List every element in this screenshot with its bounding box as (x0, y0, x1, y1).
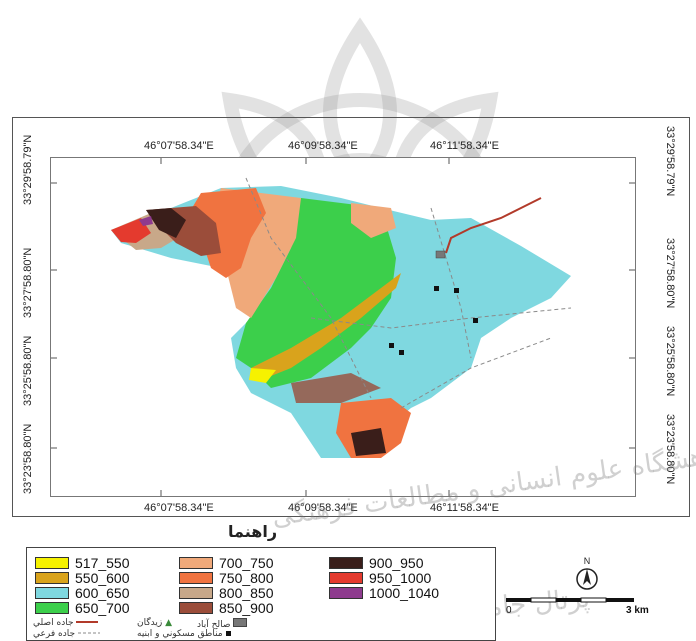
scale-start-label: 0 (506, 605, 512, 616)
legend-label: 950_1000 (369, 569, 432, 586)
legend-swatch (35, 556, 69, 569)
north-label: N (584, 556, 591, 566)
legend-label: 1000_1040 (369, 584, 440, 601)
legend-item: 1000_1040 (329, 584, 440, 601)
legend-label: 850_900 (219, 599, 274, 616)
top-coord-1: 46°07'58.34"E (144, 140, 214, 152)
legend-symbol-residential: مناطق مسكوني و ابنيه (137, 629, 231, 639)
elevation-map (51, 158, 635, 496)
legend-swatch (179, 556, 213, 569)
scale-bar: 0 3 km (506, 597, 649, 616)
legend-swatch (329, 571, 363, 584)
map-frame (12, 117, 690, 517)
legend-symbol-village: صالح آباد (197, 618, 248, 630)
settlement-4 (389, 343, 394, 348)
right-coord-3: 33°25'58.80"N (664, 326, 676, 397)
top-coord-2: 46°09'58.34"E (288, 140, 358, 152)
legend-symbol-main-road: جاده اصلي (33, 618, 99, 628)
legend-label: 800_850 (219, 584, 274, 601)
legend-item: 650_700 (35, 599, 130, 616)
legend-swatch (35, 571, 69, 584)
legend-item: 517_550 (35, 554, 130, 571)
triangle-icon: ▲ (165, 618, 173, 628)
sub-road-4 (400, 337, 552, 409)
top-coord-3: 46°11'58.34"E (430, 140, 499, 152)
village-marker (435, 250, 446, 259)
zone-west-ridge (291, 373, 381, 403)
legend-item: 700_750 (179, 554, 274, 571)
settlement-3 (473, 318, 478, 323)
legend-swatch (329, 556, 363, 569)
legend-item: 900_950 (329, 554, 424, 571)
sub-road-1 (245, 177, 372, 399)
legend-item: 750_800 (179, 569, 274, 586)
left-coord-4: 33°23'58.80"N (22, 423, 34, 494)
legend-label: 750_800 (219, 569, 274, 586)
settlement-2 (454, 288, 459, 293)
zone-1000-1040 (139, 216, 153, 226)
zone-700-750-east (351, 203, 396, 238)
legend-swatch (35, 586, 69, 599)
sub-road-label: جاده فرعي (33, 629, 76, 639)
legend-label: 517_550 (75, 554, 130, 571)
settlement-1 (434, 286, 439, 291)
legend-swatch (179, 571, 213, 584)
bottom-coord-2: 46°09'58.34"E (288, 502, 358, 514)
legend-label: 900_950 (369, 554, 424, 571)
legend-swatch (35, 601, 69, 614)
residential-label: مناطق مسكوني و ابنيه (137, 629, 223, 639)
north-arrow-icon: N (576, 556, 598, 590)
zone-900-950 (146, 208, 186, 238)
zone-550-600 (251, 273, 401, 378)
right-coord-2: 33°27'58.80"N (664, 238, 676, 309)
sub-road-line-icon (77, 632, 100, 634)
scale-end-label: 3 km (626, 605, 649, 616)
village-label: صالح آباد (197, 620, 231, 630)
left-coord-3: 33°25'58.80"N (22, 335, 34, 406)
water-pit-label: زيدگان (137, 618, 163, 628)
legend-label: 700_750 (219, 554, 274, 571)
legend-symbol-sub-road: جاده فرعي (33, 629, 100, 639)
bottom-coord-3: 46°11'58.34"E (430, 502, 499, 514)
left-coord-1: 33°29'58.79"N (22, 134, 34, 205)
left-coord-2: 33°27'58.80"N (22, 247, 34, 318)
legend-swatch (179, 586, 213, 599)
legend-item: 550_600 (35, 569, 130, 586)
zone-650-700 (236, 198, 396, 388)
sub-road-3 (310, 307, 572, 329)
legend-item: 950_1000 (329, 569, 432, 586)
legend: 517_550 550_600 600_650 650_700 700_750 … (26, 547, 496, 641)
legend-item: 850_900 (179, 599, 274, 616)
main-road (445, 197, 542, 254)
main-road-line-icon (76, 621, 99, 623)
legend-label: 550_600 (75, 569, 130, 586)
legend-label: 650_700 (75, 599, 130, 616)
legend-symbol-water-pit: زيدگان ▲ (137, 618, 172, 628)
village-square-icon (233, 618, 248, 627)
legend-label: 600_650 (75, 584, 130, 601)
settlement-5 (399, 350, 404, 355)
zone-750-800 (186, 188, 266, 278)
zone-950-1000 (111, 218, 151, 243)
zone-south-dark (351, 428, 386, 456)
building-square-icon (225, 631, 231, 636)
main-road-label: جاده اصلي (33, 618, 74, 628)
map-area (50, 157, 636, 497)
legend-item: 800_850 (179, 584, 274, 601)
legend-item: 600_650 (35, 584, 130, 601)
legend-title: راهنما (228, 522, 278, 541)
legend-swatch (179, 601, 213, 614)
right-coord-1: 33°29'58.79"N (664, 126, 676, 197)
zone-517-550 (249, 368, 276, 383)
sub-road-2 (430, 207, 472, 359)
legend-swatch (329, 586, 363, 599)
bottom-coord-1: 46°07'58.34"E (144, 502, 214, 514)
